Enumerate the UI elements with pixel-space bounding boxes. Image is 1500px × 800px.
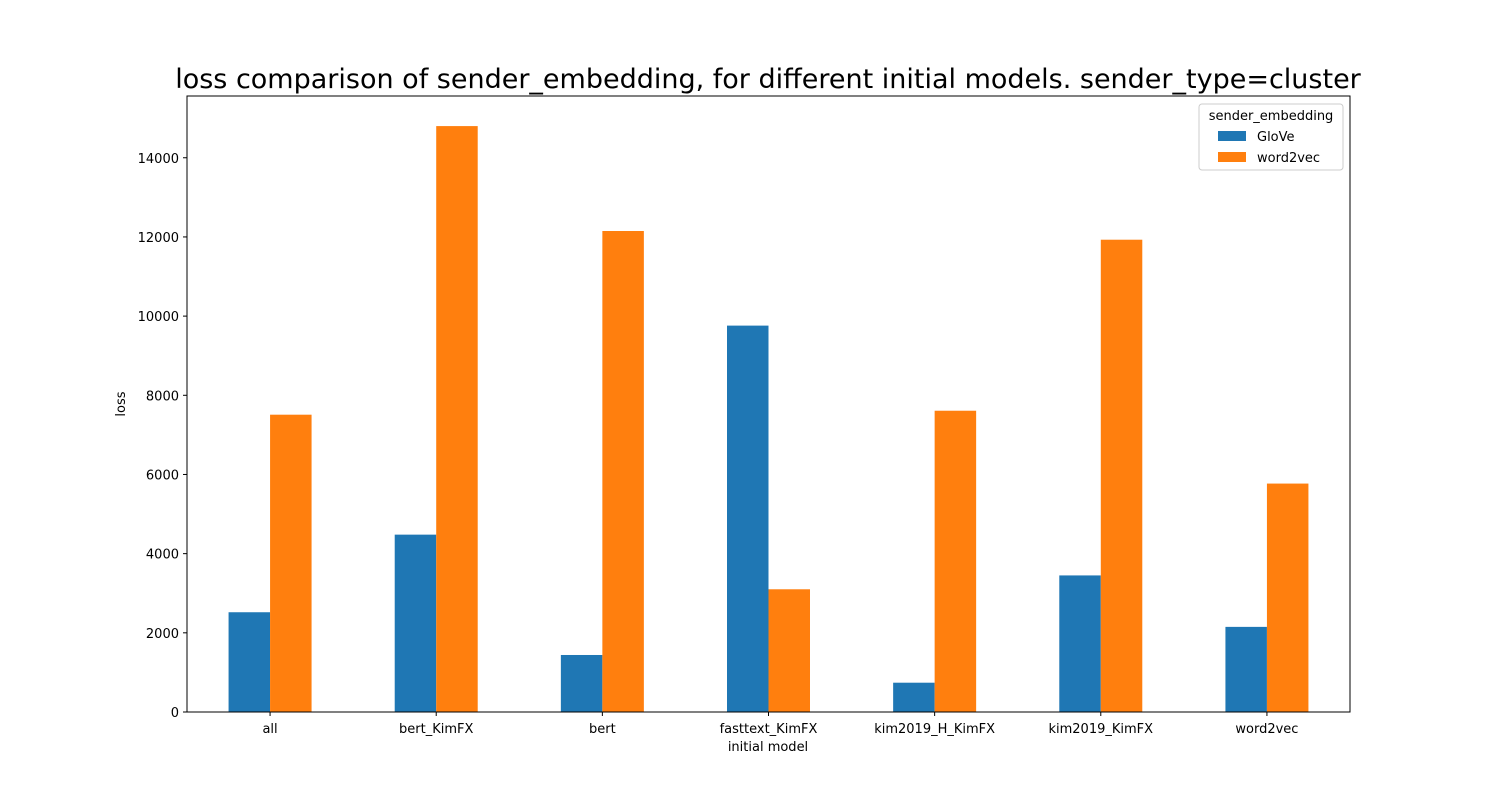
bar-glove-kim2019_h_kimfx <box>893 682 935 712</box>
x-axis: all bert_KimFX bert fasttext_KimFX kim2019_H… <box>262 712 1298 737</box>
y-tick-label: 8000 <box>146 389 179 404</box>
legend-label-word2vec: word2vec <box>1257 151 1320 166</box>
x-tick-label: kim2019_KimFX <box>1048 722 1153 737</box>
bar-glove-bert_kimfx <box>394 534 437 712</box>
bar-glove-kim2019_kimfx <box>1059 575 1101 712</box>
x-tick-label: kim2019_H_KimFX <box>874 722 995 737</box>
y-axis-label: loss <box>114 391 129 416</box>
x-axis-label: initial model <box>728 740 808 755</box>
legend-swatch-glove <box>1218 131 1246 141</box>
bar-word2vec-fasttext_kimfx <box>768 589 810 712</box>
x-tick-label: fasttext_KimFX <box>720 722 818 737</box>
x-tick-label: all <box>262 722 277 737</box>
legend-entries: GloVe word2vec <box>1218 130 1320 166</box>
bar-word2vec-kim2019_kimfx <box>1100 239 1143 712</box>
bar-glove-all <box>228 612 271 712</box>
y-tick-label: 2000 <box>146 627 179 642</box>
bar-glove-word2vec <box>1225 626 1267 712</box>
legend-label-glove: GloVe <box>1257 130 1295 145</box>
legend-title: sender_embedding <box>1209 109 1334 124</box>
chart-title: loss comparison of sender_embedding, for… <box>175 64 1361 95</box>
bar-glove-fasttext_kimfx <box>727 325 769 712</box>
bar-word2vec-kim2019_h_kimfx <box>934 410 977 712</box>
y-axis: 0 2000 4000 6000 8000 10000 12000 14000 <box>138 152 187 721</box>
bars-group <box>228 126 1309 713</box>
legend: sender_embedding GloVe word2vec <box>1198 103 1344 171</box>
y-tick-label: 4000 <box>146 548 179 563</box>
x-tick-label: bert <box>589 722 616 737</box>
bar-word2vec-word2vec <box>1266 483 1309 712</box>
bar-word2vec-all <box>270 414 312 712</box>
y-tick-label: 14000 <box>138 152 179 167</box>
legend-swatch-word2vec <box>1218 152 1246 162</box>
y-tick-label: 6000 <box>146 468 179 483</box>
bar-word2vec-bert <box>602 231 644 712</box>
x-tick-label: bert_KimFX <box>399 722 473 737</box>
y-tick-label: 10000 <box>138 310 179 325</box>
y-tick-label: 12000 <box>138 231 179 246</box>
bar-glove-bert <box>560 654 603 712</box>
bar-word2vec-bert_kimfx <box>436 126 478 713</box>
x-tick-label: word2vec <box>1235 722 1298 737</box>
y-tick-label: 0 <box>171 706 179 721</box>
